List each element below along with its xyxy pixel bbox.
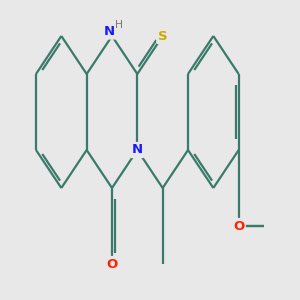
Text: O: O: [106, 257, 118, 271]
Text: O: O: [233, 220, 244, 232]
Text: H: H: [115, 20, 123, 30]
Text: N: N: [132, 143, 143, 157]
Text: N: N: [104, 25, 115, 38]
Text: S: S: [158, 29, 167, 43]
